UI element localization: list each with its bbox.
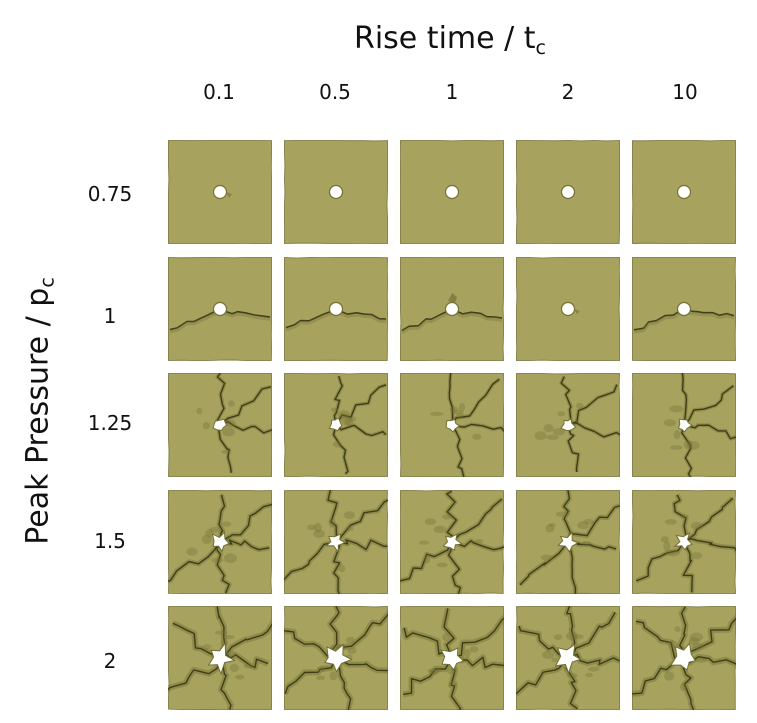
row-label: 1.25 [87, 411, 133, 435]
slab-panel-r4-c1 [168, 490, 272, 594]
slab-panel-r3-c5 [632, 373, 736, 477]
slab-panel-r5-c1 [168, 606, 272, 710]
slab-panel-r2-c2 [284, 257, 388, 361]
row-label: 1.5 [94, 529, 126, 553]
slab-panel-r3-c4 [516, 373, 620, 477]
column-label: 0.5 [319, 80, 351, 104]
column-axis-title-text: Rise time / t [354, 21, 536, 56]
column-label: 2 [561, 80, 575, 104]
column-axis-title-subscript: c [535, 37, 546, 59]
slab-panel-r5-c4 [516, 606, 620, 710]
row-label: 0.75 [87, 182, 133, 206]
slab-panel-r1-c3 [400, 140, 504, 244]
slab-panel-r5-c2 [284, 606, 388, 710]
slab-panel-r2-c1 [168, 257, 272, 361]
slab-panel-r4-c3 [400, 490, 504, 594]
row-axis-title-subscript: c [36, 277, 59, 288]
slab-panel-r5-c5 [632, 606, 736, 710]
slab-panel-r3-c2 [284, 373, 388, 477]
slab-panel-r5-c3 [400, 606, 504, 710]
slab-panel-r1-c5 [632, 140, 736, 244]
column-axis-title: Rise time / tc [300, 20, 600, 67]
row-axis-title: Peak Pressure / pc [20, 277, 67, 545]
row-axis-title-text: Peak Pressure / p [20, 287, 56, 545]
slab-panel-r4-c5 [632, 490, 736, 594]
column-label: 1 [445, 80, 459, 104]
row-label: 2 [103, 649, 117, 673]
column-label: 10 [672, 80, 698, 104]
slab-panel-r2-c4 [516, 257, 620, 361]
column-label: 0.1 [203, 80, 235, 104]
slab-panel-r2-c3 [400, 257, 504, 361]
slab-panel-r2-c5 [632, 257, 736, 361]
slab-panel-r1-c2 [284, 140, 388, 244]
slab-panel-r4-c4 [516, 490, 620, 594]
slab-panel-r3-c1 [168, 373, 272, 477]
slab-panel-r3-c3 [400, 373, 504, 477]
row-label: 1 [103, 304, 117, 328]
slab-panel-r4-c2 [284, 490, 388, 594]
slab-panel-r1-c4 [516, 140, 620, 244]
slab-panel-r1-c1 [168, 140, 272, 244]
